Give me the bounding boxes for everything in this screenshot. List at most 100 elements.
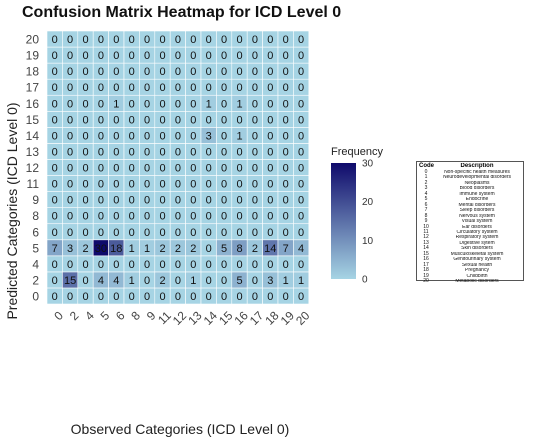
cell-value-label: 0 <box>221 195 227 207</box>
cell-value-label: 0 <box>144 66 150 78</box>
cell-value-label: 0 <box>190 163 196 175</box>
cell-value-label: 0 <box>159 227 165 239</box>
y-tick-label: 18 <box>26 65 40 79</box>
cell-value-label: 7 <box>283 243 289 255</box>
cell-value-label: 0 <box>67 291 73 303</box>
code-description: Sexual health <box>461 262 493 268</box>
code-value: 1 <box>424 174 428 181</box>
cell-value-label: 0 <box>252 211 258 223</box>
cell-value-label: 0 <box>159 146 165 158</box>
cell-value-label: 0 <box>98 259 104 271</box>
x-tick-label: 20 <box>293 308 313 328</box>
code-description: Visual system <box>461 219 493 225</box>
cell-value-label: 0 <box>144 130 150 142</box>
cell-value-label: 0 <box>159 82 165 94</box>
cell-value-label: 0 <box>252 275 258 287</box>
cell-value-label: 0 <box>52 130 58 142</box>
cell-value-label: 1 <box>113 98 119 110</box>
y-tick-label: 6 <box>32 225 39 239</box>
cell-value-label: 0 <box>298 50 304 62</box>
code-description: Neurodevelopmental disorders <box>442 175 512 181</box>
cell-value-label: 0 <box>67 34 73 46</box>
cell-value-label: 0 <box>82 34 88 46</box>
cell-value-label: 0 <box>267 98 273 110</box>
cell-value-label: 0 <box>82 259 88 271</box>
cell-value-label: 0 <box>113 259 119 271</box>
cell-value-label: 4 <box>98 275 104 287</box>
y-tick-label: 19 <box>26 49 40 63</box>
code-table-row: 19 Childbirth <box>419 272 521 279</box>
cell-value-label: 0 <box>175 34 181 46</box>
cell-value-label: 0 <box>190 82 196 94</box>
cell-value-label: 2 <box>159 275 165 287</box>
cell-value-label: 0 <box>52 259 58 271</box>
cell-value-label: 0 <box>52 50 58 62</box>
y-tick-label: 12 <box>26 161 40 175</box>
code-value: 6 <box>424 201 428 208</box>
code-description: Non-specific health measures <box>444 170 510 175</box>
cell-value-label: 0 <box>190 291 196 303</box>
cell-value-label: 0 <box>190 146 196 158</box>
legend-ticks: 30 20 10 0 <box>362 159 374 286</box>
code-value: 5 <box>424 196 428 203</box>
cell-value-label: 0 <box>175 146 181 158</box>
cell-value-label: 0 <box>175 195 181 207</box>
cell-value-label: 0 <box>221 259 227 271</box>
cell-value-label: 0 <box>206 227 212 239</box>
y-axis-title: Predicted Categories (ICD Level 0) <box>4 102 20 319</box>
code-value: 13 <box>423 239 429 246</box>
code-table-row: 7 Sleep disorders <box>419 207 521 213</box>
cell-value-label: 0 <box>221 227 227 239</box>
cell-value-label: 0 <box>283 82 289 94</box>
cell-value-label: 0 <box>67 130 73 142</box>
code-table-row: 9 Visual system <box>419 218 521 225</box>
cell-value-label: 0 <box>206 114 212 126</box>
cell-value-label: 0 <box>144 50 150 62</box>
cell-value-label: 0 <box>159 291 165 303</box>
cell-value-label: 0 <box>267 291 273 303</box>
code-value: 12 <box>423 234 429 241</box>
legend-tick-label: 30 <box>362 159 374 170</box>
cell-value-label: 0 <box>190 195 196 207</box>
code-description: Pregnancy <box>465 268 489 274</box>
cell-value-label: 0 <box>129 259 135 271</box>
cell-value-label: 0 <box>144 146 150 158</box>
cell-value-label: 0 <box>82 50 88 62</box>
cell-value-label: 0 <box>283 114 289 126</box>
cell-value-label: 14 <box>264 243 276 255</box>
cell-value-label: 0 <box>221 66 227 78</box>
cell-value-label: 0 <box>175 227 181 239</box>
cell-value-label: 0 <box>82 227 88 239</box>
cell-value-label: 0 <box>298 227 304 239</box>
cell-value-label: 0 <box>206 34 212 46</box>
code-table-row: 1 Neurodevelopmental disorders <box>419 174 521 181</box>
cell-value-label: 0 <box>298 291 304 303</box>
cell-value-label: 0 <box>129 211 135 223</box>
cell-value-label: 0 <box>52 146 58 158</box>
cell-value-label: 0 <box>82 275 88 287</box>
cell-value-label: 0 <box>175 98 181 110</box>
cell-value-label: 0 <box>82 211 88 223</box>
cell-value-label: 0 <box>159 211 165 223</box>
cell-value-label: 0 <box>129 114 135 126</box>
cell-value-label: 0 <box>283 291 289 303</box>
cell-value-label: 15 <box>64 275 76 287</box>
cell-value-label: 0 <box>221 211 227 223</box>
cell-value-label: 0 <box>190 50 196 62</box>
code-value: 15 <box>423 250 429 257</box>
cell-value-label: 0 <box>252 66 258 78</box>
cell-value-label: 0 <box>283 259 289 271</box>
cell-value-label: 0 <box>283 34 289 46</box>
cell-value-label: 0 <box>175 211 181 223</box>
cell-value-label: 0 <box>113 211 119 223</box>
cell-value-label: 0 <box>283 130 289 142</box>
y-tick-label: 5 <box>32 241 39 255</box>
cell-value-label: 0 <box>221 163 227 175</box>
cell-value-label: 0 <box>52 34 58 46</box>
code-value: 19 <box>423 272 429 279</box>
x-tick-label: 6 <box>113 308 128 323</box>
cell-value-label: 0 <box>67 259 73 271</box>
cell-value-label: 1 <box>298 275 304 287</box>
cell-value-label: 0 <box>252 195 258 207</box>
cell-value-label: 0 <box>67 227 73 239</box>
